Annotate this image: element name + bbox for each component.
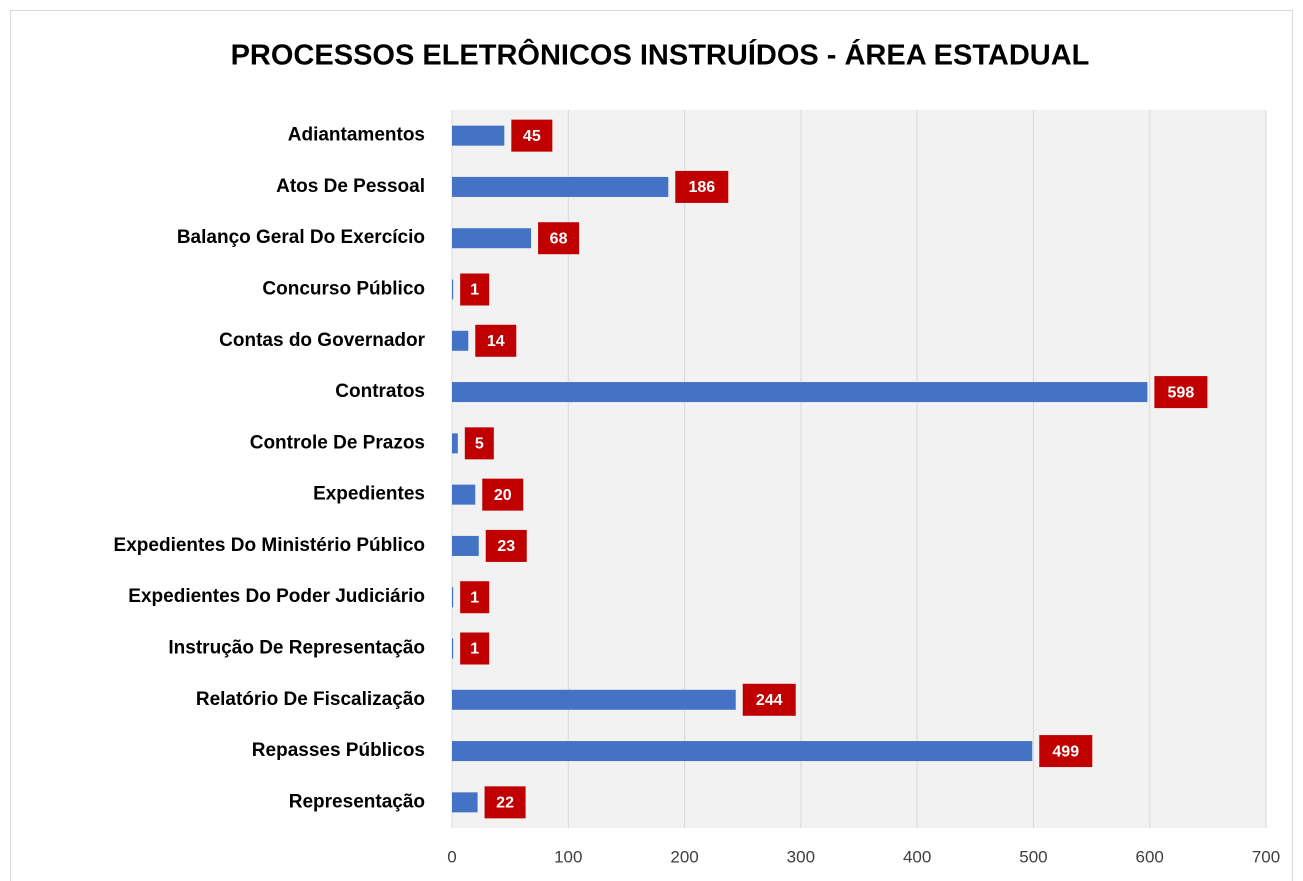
value-label-box xyxy=(1154,376,1208,409)
x-tick-label: 500 xyxy=(1019,847,1047,866)
bar xyxy=(452,228,532,249)
value-label: 598 xyxy=(1168,384,1195,401)
chart-title: PROCESSOS ELETRÔNICOS INSTRUÍDOS - ÁREA … xyxy=(231,38,1090,72)
bar xyxy=(452,433,458,454)
value-label-box xyxy=(1039,735,1093,768)
value-label-box xyxy=(484,786,526,819)
bar xyxy=(452,279,454,300)
y-tick-label: Contratos xyxy=(335,381,425,402)
value-label: 1 xyxy=(470,641,479,658)
y-tick-label: Relatório De Fiscalização xyxy=(196,689,425,710)
value-label: 5 xyxy=(475,436,484,453)
x-tick-label: 300 xyxy=(787,847,815,866)
bar xyxy=(452,587,454,608)
value-label-box xyxy=(460,581,490,614)
value-label: 244 xyxy=(756,692,783,709)
bar xyxy=(452,689,736,710)
bar xyxy=(452,176,669,197)
value-label-box xyxy=(742,683,796,716)
y-tick-label: Representação xyxy=(289,791,425,812)
value-label: 68 xyxy=(550,230,568,247)
y-tick-label: Controle De Prazos xyxy=(250,432,425,453)
value-label-box xyxy=(460,273,490,306)
bar xyxy=(452,484,476,505)
value-label: 186 xyxy=(688,179,715,196)
y-tick-label: Concurso Público xyxy=(262,279,425,300)
value-label: 499 xyxy=(1052,743,1079,760)
value-label-box xyxy=(475,324,517,357)
y-tick-label: Expedientes Do Ministério Público xyxy=(114,535,425,556)
value-label: 1 xyxy=(470,589,479,606)
x-tick-label: 400 xyxy=(903,847,931,866)
value-label: 22 xyxy=(496,795,514,812)
value-label-box xyxy=(464,427,494,460)
x-tick-label: 200 xyxy=(670,847,698,866)
y-tick-label: Contas do Governador xyxy=(219,330,425,351)
y-tick-label: Instrução De Representação xyxy=(168,638,425,659)
y-tick-label: Expedientes Do Poder Judiciário xyxy=(128,586,425,607)
value-label: 45 xyxy=(523,128,541,145)
bar xyxy=(452,741,1033,762)
value-label-box xyxy=(485,529,527,562)
x-tick-label: 600 xyxy=(1136,847,1164,866)
y-tick-label: Repasses Públicos xyxy=(252,740,425,761)
x-tick-label: 0 xyxy=(447,847,456,866)
y-tick-label: Adiantamentos xyxy=(288,125,425,146)
bar xyxy=(452,330,469,351)
bar xyxy=(452,125,505,146)
plot-area xyxy=(452,110,1266,828)
y-tick-label: Atos De Pessoal xyxy=(276,176,425,197)
y-tick-label: Expedientes xyxy=(313,484,425,505)
bar xyxy=(452,638,454,659)
value-label-box xyxy=(675,170,729,203)
value-label: 1 xyxy=(470,282,479,299)
x-tick-label: 100 xyxy=(554,847,582,866)
value-label: 20 xyxy=(494,487,512,504)
value-label: 23 xyxy=(497,538,515,555)
value-label-box xyxy=(511,119,553,152)
value-label: 14 xyxy=(487,333,505,350)
value-label-box xyxy=(482,478,524,511)
y-tick-label: Balanço Geral Do Exercício xyxy=(177,227,425,248)
value-label-box xyxy=(460,632,490,665)
bar xyxy=(452,792,478,813)
bar xyxy=(452,535,479,556)
bar xyxy=(452,382,1148,403)
x-tick-label: 700 xyxy=(1252,847,1280,866)
value-label-box xyxy=(538,222,580,255)
